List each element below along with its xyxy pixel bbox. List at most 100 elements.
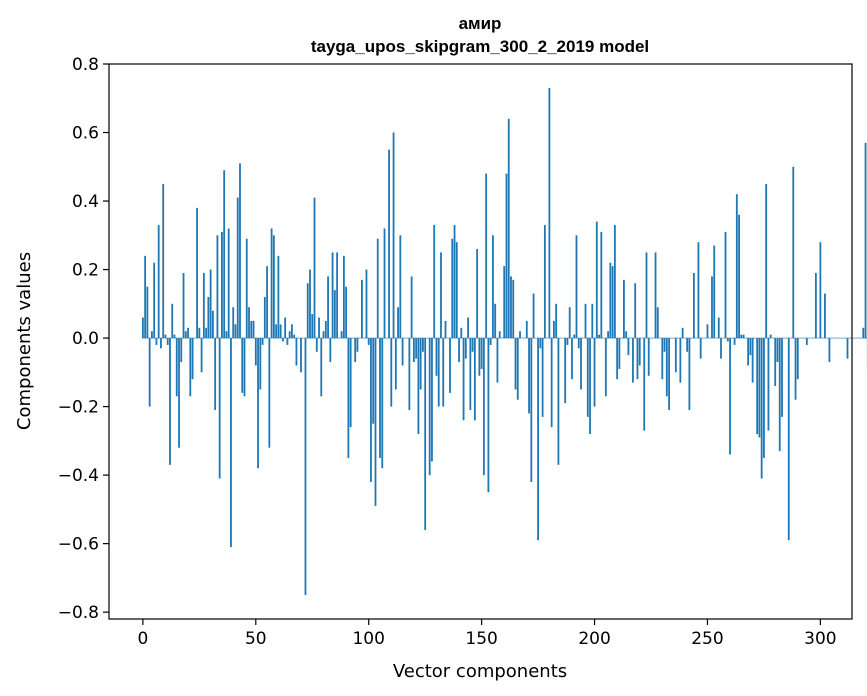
bar-199 (591, 303, 594, 339)
y-axis-ticks: −0.8 −0.6 −0.4 −0.2 0.0 0.2 0.4 0.6 0.8 (58, 55, 109, 623)
bar-109 (388, 149, 390, 339)
bar-161 (505, 173, 508, 339)
bar-214 (625, 331, 628, 339)
bar-124 (422, 338, 424, 352)
bar-294 (805, 338, 808, 345)
bar-77 (315, 338, 318, 352)
bar-63 (284, 317, 287, 339)
bar-32 (214, 338, 217, 411)
bar-189 (568, 307, 571, 339)
bar-114 (399, 235, 402, 339)
bar-177 (541, 338, 544, 417)
bar-51 (257, 338, 259, 469)
bar-142 (462, 338, 465, 421)
bar-164 (512, 279, 515, 339)
bar-149 (478, 338, 481, 376)
bar-52 (259, 338, 262, 390)
bar-224 (647, 338, 650, 376)
bar-236 (674, 338, 677, 373)
bar-139 (455, 242, 458, 339)
bar-39 (230, 338, 232, 548)
x-tick-label-4: 200 (578, 629, 610, 649)
bar-191 (573, 334, 576, 339)
y-tick-label-0: −0.8 (58, 603, 99, 623)
bar-273 (758, 338, 761, 438)
bar-31 (211, 310, 214, 339)
x-tick-label-3: 150 (465, 629, 497, 649)
bar-166 (516, 338, 519, 400)
bar-5 (153, 262, 156, 339)
bar-106 (381, 338, 384, 469)
bar-141 (460, 327, 463, 339)
bar-197 (586, 338, 589, 417)
bar-8 (160, 338, 162, 349)
bar-222 (643, 338, 646, 431)
bar-6 (155, 338, 158, 345)
bar-26 (200, 338, 203, 373)
bar-258 (724, 231, 727, 339)
bar-183 (555, 303, 558, 339)
bar-227 (654, 252, 657, 339)
bar-0 (141, 317, 144, 339)
bar-206 (607, 331, 609, 339)
bar-262 (733, 338, 736, 345)
bar-27 (202, 272, 205, 339)
y-tick-label-4: 0.0 (72, 329, 99, 349)
x-axis-ticks: 0 50 100 150 200 250 300 (137, 619, 837, 649)
bar-276 (765, 183, 768, 339)
bar-160 (503, 266, 506, 339)
bar-275 (763, 338, 765, 458)
bar-1 (144, 255, 147, 339)
bar-103 (374, 338, 377, 506)
bar-13 (171, 303, 174, 339)
bar-89 (342, 255, 345, 339)
bar-127 (428, 338, 431, 476)
bar-156 (494, 303, 497, 339)
bar-30 (209, 269, 212, 339)
bar-252 (711, 276, 713, 339)
bar-217 (632, 338, 634, 383)
bar-223 (645, 252, 648, 339)
bar-260 (729, 338, 731, 455)
bar-33 (216, 235, 219, 339)
bar-119 (410, 276, 413, 339)
bar-272 (756, 338, 759, 434)
bar-16 (178, 338, 180, 448)
bar-201 (595, 221, 598, 339)
bar-34 (218, 338, 221, 479)
bar-37 (225, 331, 228, 339)
bar-207 (609, 262, 612, 339)
bar-304 (828, 338, 831, 363)
bar-218 (634, 283, 637, 339)
bar-300 (819, 242, 822, 339)
bar-65 (288, 331, 291, 339)
bar-231 (663, 338, 666, 352)
bar-46 (245, 238, 248, 339)
bar-74 (309, 269, 311, 339)
bar-7 (157, 225, 160, 339)
bar-83 (329, 338, 332, 363)
x-axis-label: Vector components (393, 661, 567, 682)
bar-277 (767, 338, 770, 431)
y-tick-label-1: −0.6 (58, 535, 99, 555)
bar-250 (706, 324, 709, 339)
x-tick-label-0: 0 (137, 629, 148, 649)
bar-255 (717, 317, 720, 339)
bar-102 (372, 338, 375, 424)
bar-319 (862, 327, 865, 339)
bar-132 (440, 252, 442, 339)
bar-129 (433, 225, 436, 339)
bar-21 (189, 338, 192, 397)
bar-138 (453, 225, 456, 339)
bar-9 (162, 183, 165, 339)
bar-136 (449, 338, 451, 393)
x-tick-label-6: 300 (804, 629, 836, 649)
bar-256 (720, 338, 722, 359)
bar-122 (417, 338, 420, 434)
bar-47 (248, 307, 250, 339)
bar-10 (164, 334, 167, 339)
bar-70 (300, 338, 302, 373)
bar-19 (184, 331, 187, 339)
bar-22 (191, 338, 194, 380)
bar-131 (437, 338, 440, 407)
